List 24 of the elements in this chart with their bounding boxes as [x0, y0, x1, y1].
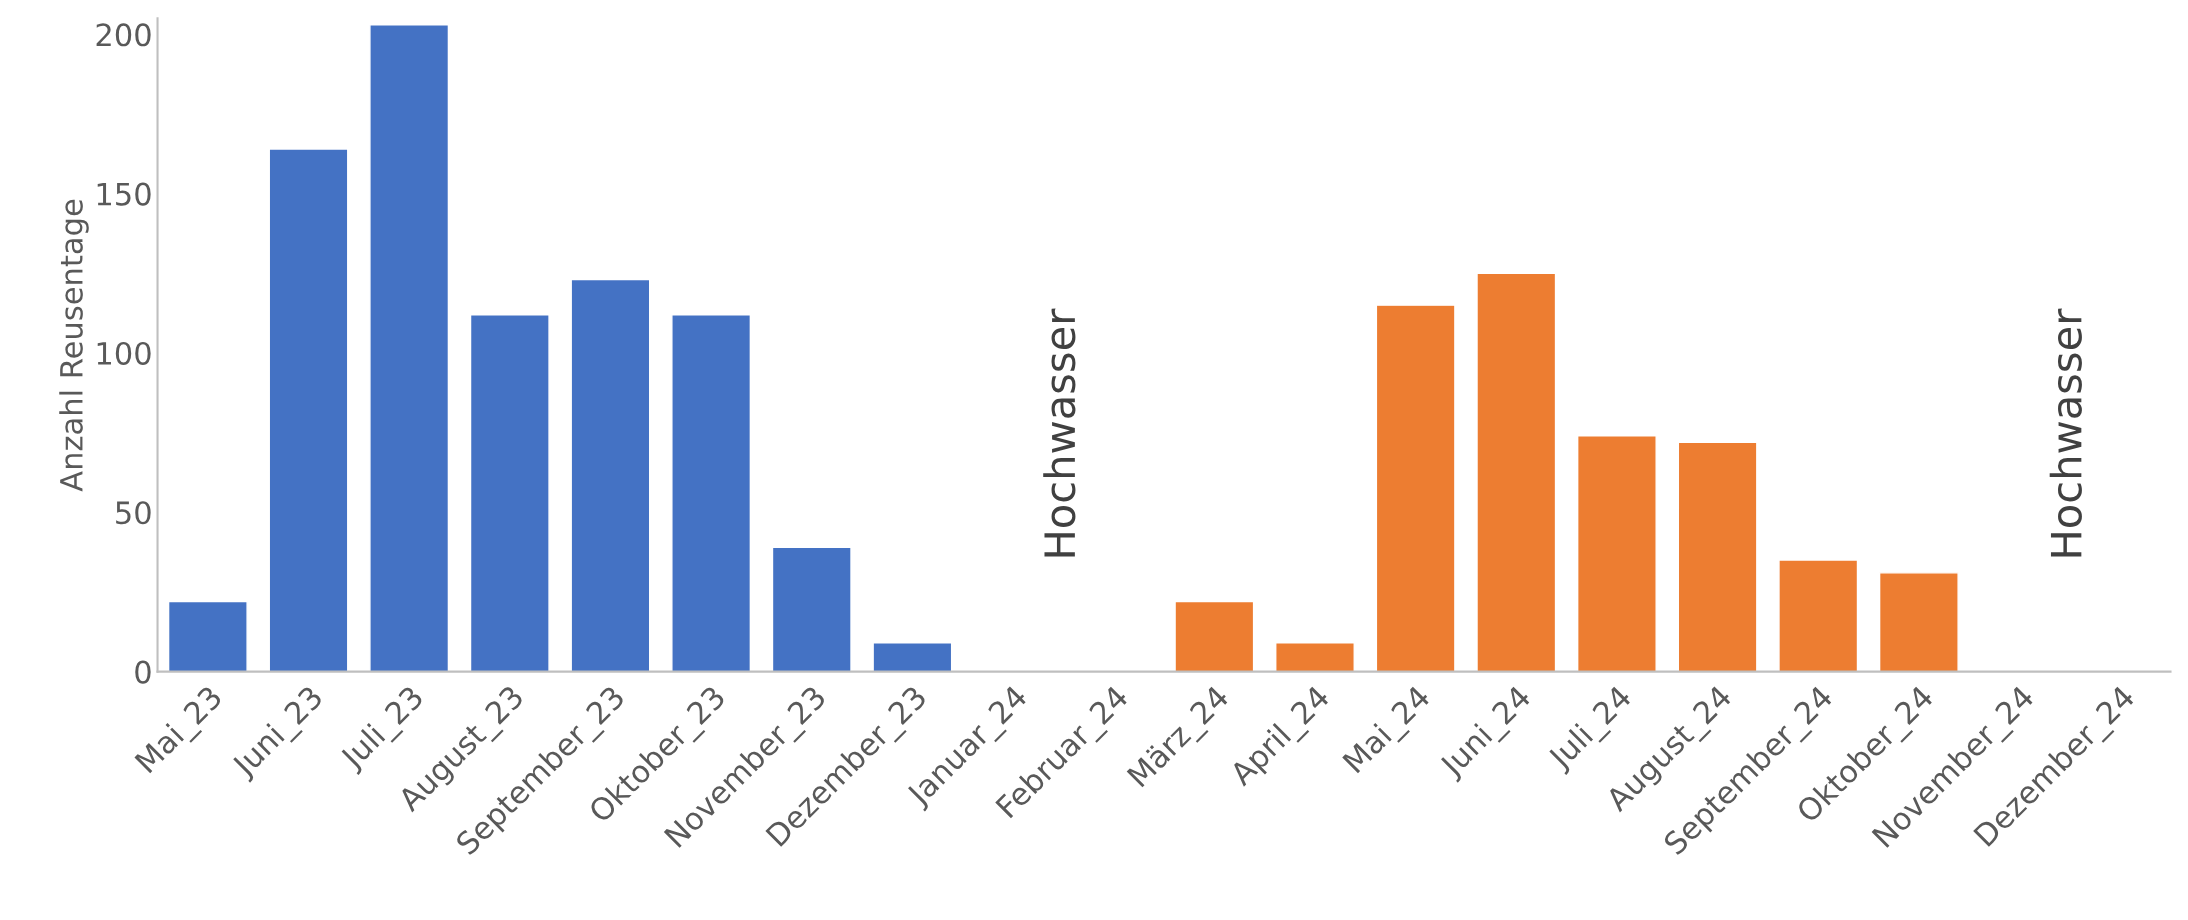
annotation: Hochwasser: [1043, 308, 1076, 557]
bar: [570, 278, 651, 672]
bar: [1174, 600, 1255, 672]
bar: [1677, 441, 1758, 672]
bar: [1878, 572, 1959, 672]
bar: [369, 24, 450, 672]
y-tick-label: 50: [116, 501, 151, 525]
y-axis-title: Anzahl Reusentage: [59, 199, 89, 492]
bar: [1476, 272, 1557, 672]
y-tick-label: 150: [97, 182, 151, 206]
bar: [1576, 435, 1657, 672]
bar: [1375, 304, 1456, 672]
y-tick-label: 100: [97, 341, 151, 366]
bar: [1778, 559, 1859, 672]
y-tick-label: 200: [96, 23, 151, 47]
y-tick-label: 0: [135, 660, 151, 684]
bar: [872, 642, 953, 672]
annotation: Hochwasser: [2049, 308, 2082, 557]
bar: [268, 148, 349, 672]
bar: [771, 546, 852, 672]
bar: [1275, 642, 1355, 672]
bar: [167, 600, 248, 672]
bar: [469, 314, 550, 672]
bar: [671, 314, 752, 672]
